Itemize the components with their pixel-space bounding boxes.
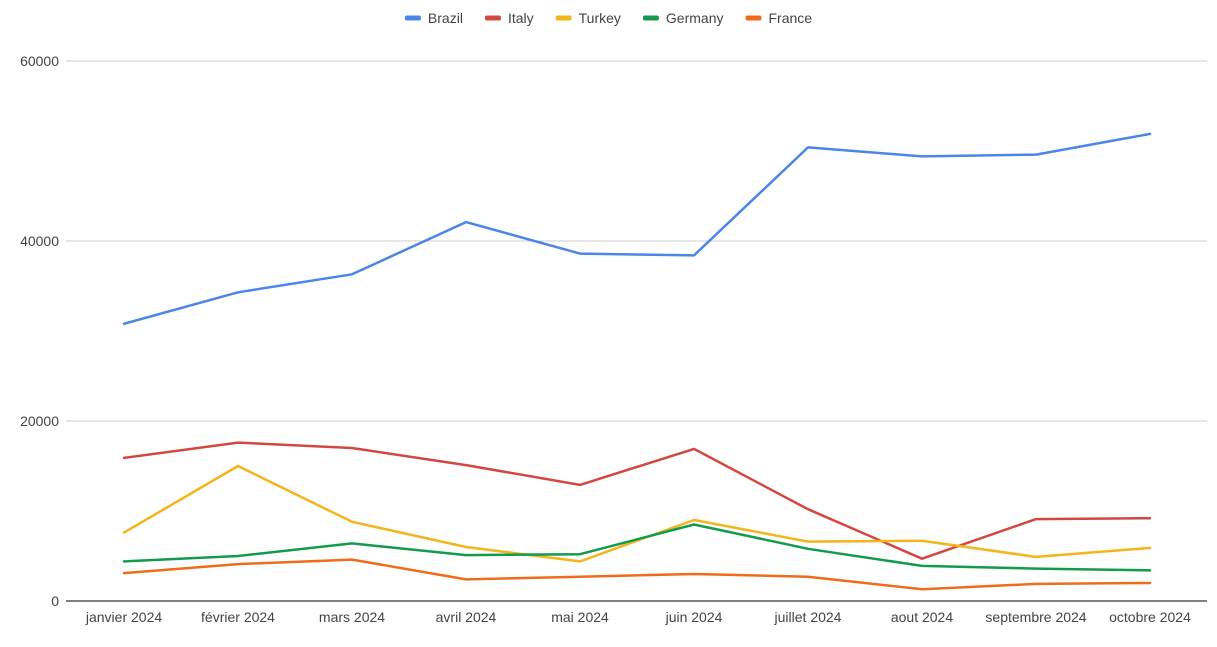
legend-item-france[interactable]: France [745, 10, 812, 26]
legend-swatch [745, 15, 762, 21]
legend-label: Turkey [579, 10, 621, 26]
y-tick-label: 0 [51, 593, 59, 609]
x-tick-label: octobre 2024 [1109, 609, 1191, 625]
y-axis-ticks: 0 20000 40000 60000 [20, 53, 59, 609]
series-lines [122, 132, 1152, 591]
y-tick-label: 60000 [20, 53, 59, 69]
x-tick-label: septembre 2024 [985, 609, 1086, 625]
legend-swatch [555, 15, 572, 21]
legend-label: Germany [666, 10, 724, 26]
legend-label: France [768, 10, 812, 26]
x-tick-label: juin 2024 [665, 609, 723, 625]
series-line-turkey [122, 464, 1152, 563]
legend-swatch [484, 15, 501, 21]
x-tick-label: mars 2024 [319, 609, 385, 625]
legend-item-italy[interactable]: Italy [484, 10, 534, 26]
x-tick-label: avril 2024 [436, 609, 497, 625]
x-tick-label: mai 2024 [551, 609, 609, 625]
legend-item-turkey[interactable]: Turkey [555, 10, 621, 26]
legend-label: Brazil [428, 10, 463, 26]
x-tick-label: janvier 2024 [85, 609, 162, 625]
legend-label: Italy [508, 10, 534, 26]
x-tick-label: juillet 2024 [774, 609, 842, 625]
legend: Brazil Italy Turkey Germany France [404, 10, 812, 26]
x-axis-ticks: janvier 2024 février 2024 mars 2024 avril 2… [85, 609, 1191, 625]
legend-item-germany[interactable]: Germany [642, 10, 724, 26]
series-line-brazil [122, 132, 1152, 326]
legend-item-brazil[interactable]: Brazil [404, 10, 463, 26]
y-tick-label: 20000 [20, 413, 59, 429]
series-line-italy [122, 441, 1152, 560]
series-line-germany [122, 523, 1152, 572]
series-line-france [122, 558, 1152, 591]
x-tick-label: aout 2024 [891, 609, 953, 625]
gridlines [66, 60, 1207, 422]
legend-swatch [642, 15, 659, 21]
legend-swatch [404, 15, 421, 21]
y-tick-label: 40000 [20, 233, 59, 249]
x-tick-label: février 2024 [201, 609, 275, 625]
